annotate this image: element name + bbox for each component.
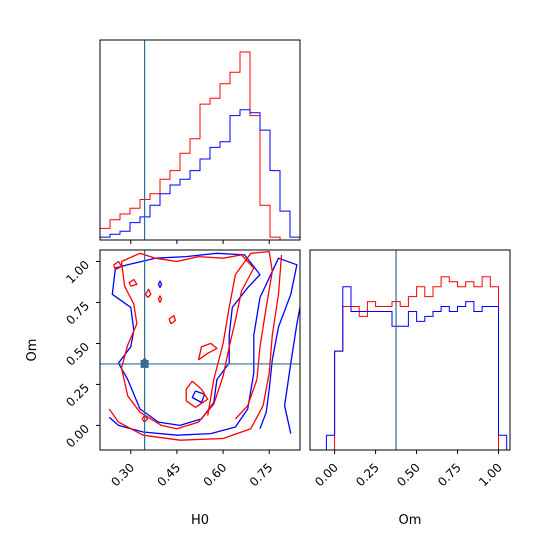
contour-frame [99,249,301,451]
x-axis-label-h0: H0 [191,513,209,528]
truth-marker [140,359,149,368]
om-histogram-frame [309,249,511,451]
y-axis-label-om: Om [25,339,40,362]
contour-red-4 [197,342,218,361]
om-bottom-tick-label-5: 1.00 [476,460,505,489]
contour-red-3 [108,254,283,441]
om-bottom-tick-label-4: 0.75 [435,460,464,489]
om-bottom-tick-label-3: 0.50 [394,460,423,489]
contour-red-6 [168,314,177,325]
contour-blue-5 [157,280,163,288]
om-bottom-tick-label-2: 0.25 [353,460,382,489]
om-histogram-red-series [326,276,507,451]
contour-red-2 [207,250,273,420]
contour-red-7 [144,288,152,298]
om-bottom-tick-label-1: 0.00 [312,460,341,489]
om-left-tick-label-5: 1.00 [63,258,92,287]
contour-red-1 [120,252,255,430]
h0-histogram-red-series [99,51,300,241]
h0-bottom-tick-label-4: 0.75 [247,460,276,489]
contour-red-5 [185,380,209,409]
contour-red-12 [157,295,163,303]
h0-om-contour-panel: 0.30 0.45 0.60 0.75 0.00 0.25 0.50 0.75 1.00 [63,249,301,489]
contour-blue-3 [283,303,300,434]
h0-histogram-panel [99,39,301,244]
om-left-tick-label-2: 0.25 [63,381,92,410]
contour-blue-2 [108,257,298,436]
h0-histogram-frame [99,39,301,241]
om-histogram-panel: 0.00 0.25 0.50 0.75 1.00 [309,249,511,489]
om-left-tick-label-1: 0.00 [63,422,92,451]
h0-histogram-blue-series [99,109,301,240]
om-left-tick-label-4: 0.75 [63,299,92,328]
contour-red-8 [128,278,138,287]
h0-bottom-tick-label-2: 0.45 [154,460,183,489]
contour-blue-4 [191,390,206,404]
h0-histogram-background [100,40,300,240]
contour-red-9 [113,260,123,271]
h0-bottom-tick-label-1: 0.30 [108,460,137,489]
om-left-tick-label-3: 0.50 [63,340,92,369]
om-histogram-blue-series [325,286,508,450]
h0-bottom-tick-label-3: 0.60 [201,460,230,489]
x-axis-label-om: Om [399,513,422,528]
om-histogram-background [310,250,510,450]
